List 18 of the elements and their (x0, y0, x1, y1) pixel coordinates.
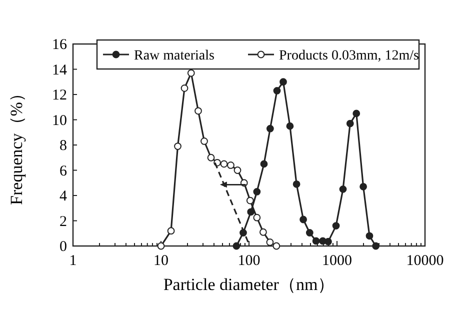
y-axis-title: Frequency（%） (7, 85, 26, 205)
x-tick-label: 100 (238, 253, 260, 269)
y-tick-label: 14 (52, 62, 68, 78)
x-axis-title: Particle diameter（nm） (163, 275, 335, 294)
legend-label: Products 0.03mm, 12m/s (279, 48, 420, 64)
legend-label: Raw materials (134, 48, 214, 64)
y-tick-label: 4 (60, 188, 68, 204)
x-tick-label: 10 (154, 253, 168, 269)
y-tick-label: 12 (52, 88, 67, 104)
y-tick-label: 6 (60, 163, 68, 180)
y-tick-label: 8 (60, 138, 67, 154)
y-tick-label: 0 (60, 239, 67, 255)
x-tick-label: 10000 (406, 253, 444, 269)
x-tick-label: 1 (69, 253, 77, 269)
y-tick-label: 2 (60, 214, 67, 230)
y-tick-label: 10 (52, 112, 67, 129)
y-tick-label: 16 (52, 37, 68, 53)
x-tick-label: 1000 (322, 253, 352, 269)
